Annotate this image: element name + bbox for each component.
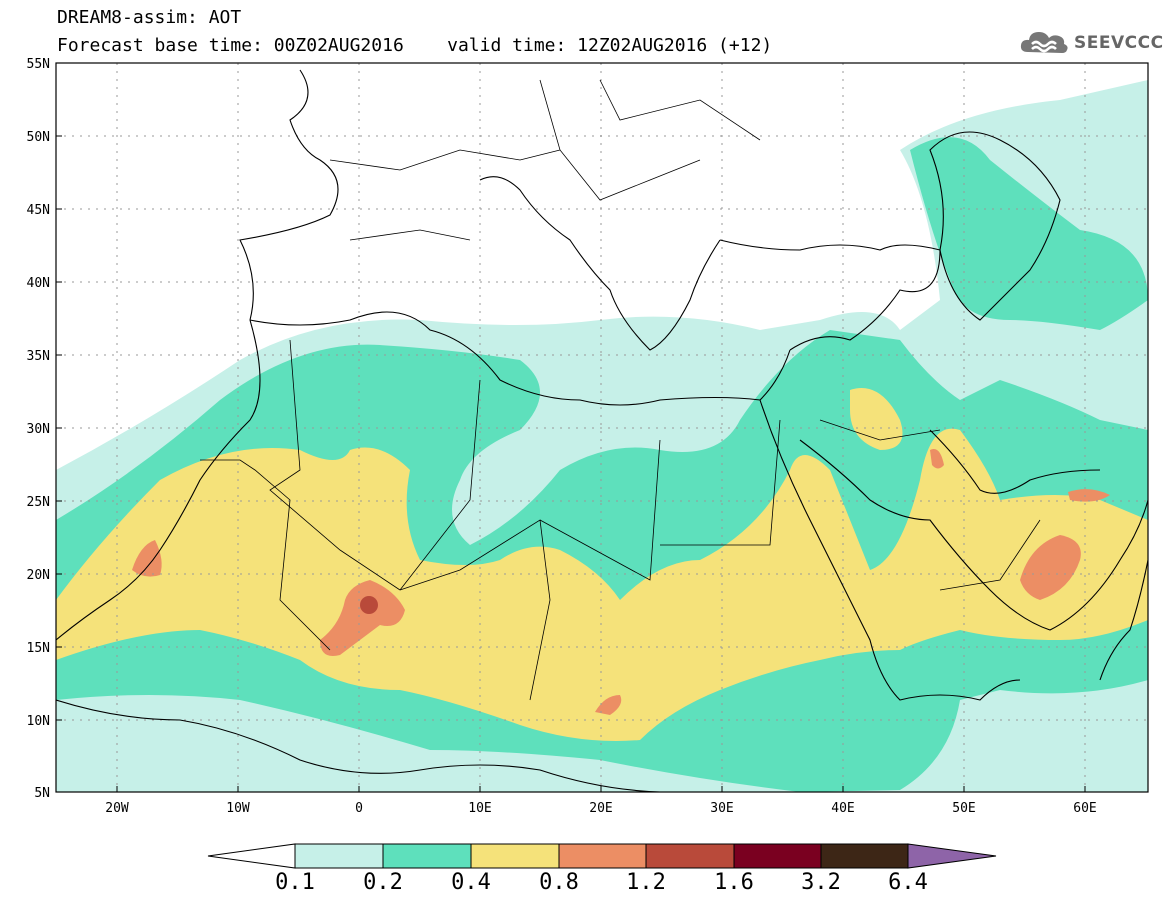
aot-band-0.8-a xyxy=(132,540,162,577)
colorbar-label: 0.1 xyxy=(275,870,315,895)
lat-label: 15N xyxy=(27,641,50,656)
cloud-logo-icon xyxy=(1020,32,1068,53)
colorbar xyxy=(207,843,997,869)
aot-band-0.8-b xyxy=(320,580,405,656)
lat-label: 35N xyxy=(27,349,50,364)
aot-band-0.8-c xyxy=(1020,535,1081,600)
lat-label: 5N xyxy=(34,786,50,801)
colorbar-cell xyxy=(558,843,647,869)
aot-band-0.4 xyxy=(56,428,1148,741)
lon-label: 30E xyxy=(710,801,733,816)
lon-label: 60E xyxy=(1073,801,1096,816)
colorbar-label: 0.2 xyxy=(363,870,403,895)
colorbar-cell xyxy=(733,843,822,869)
colorbar-cell xyxy=(382,843,472,869)
colorbar-label: 1.2 xyxy=(626,870,666,895)
lon-label: 0 xyxy=(355,801,363,816)
brand-name: SEEVCCC xyxy=(1074,33,1164,53)
colorbar-cell xyxy=(470,843,560,869)
coastlines xyxy=(56,69,1148,792)
colorbar-cell xyxy=(294,843,384,869)
colorbar-cell xyxy=(820,843,909,869)
colorbar-label: 3.2 xyxy=(801,870,841,895)
colorbar-label: 0.8 xyxy=(539,870,579,895)
aot-band-0.8-f xyxy=(1068,489,1110,502)
lat-label: 55N xyxy=(27,57,50,72)
brand-logo: SEEVCCC xyxy=(1018,28,1164,58)
aot-band-0.8-d xyxy=(595,695,622,715)
lat-label: 50N xyxy=(27,130,50,145)
lat-label: 25N xyxy=(27,495,50,510)
colorbar-cell xyxy=(645,843,735,869)
lat-label: 10N xyxy=(27,714,50,729)
lat-label: 20N xyxy=(27,568,50,583)
lon-label: 50E xyxy=(952,801,975,816)
colorbar-over-arrow xyxy=(907,843,997,869)
lon-label: 10E xyxy=(468,801,491,816)
lon-label: 40E xyxy=(831,801,854,816)
lat-label: 40N xyxy=(27,276,50,291)
colorbar-under-arrow xyxy=(207,843,296,869)
aot-band-0.8-e xyxy=(930,449,944,469)
axis-ticks xyxy=(56,135,1086,792)
lon-label: 10W xyxy=(226,801,250,816)
colorbar-label: 1.6 xyxy=(714,870,754,895)
title-line-1: DREAM8-assim: AOT xyxy=(57,7,242,28)
colorbar-label: 6.4 xyxy=(888,870,928,895)
lat-label: 30N xyxy=(27,422,50,437)
lon-label: 20E xyxy=(589,801,612,816)
lat-label: 45N xyxy=(27,203,50,218)
colorbar-label: 0.4 xyxy=(451,870,491,895)
title-line-2: Forecast base time: 00Z02AUG2016 valid t… xyxy=(57,35,773,56)
borders xyxy=(200,79,1041,701)
aot-band-1.2 xyxy=(360,596,378,614)
lon-label: 20W xyxy=(105,801,129,816)
